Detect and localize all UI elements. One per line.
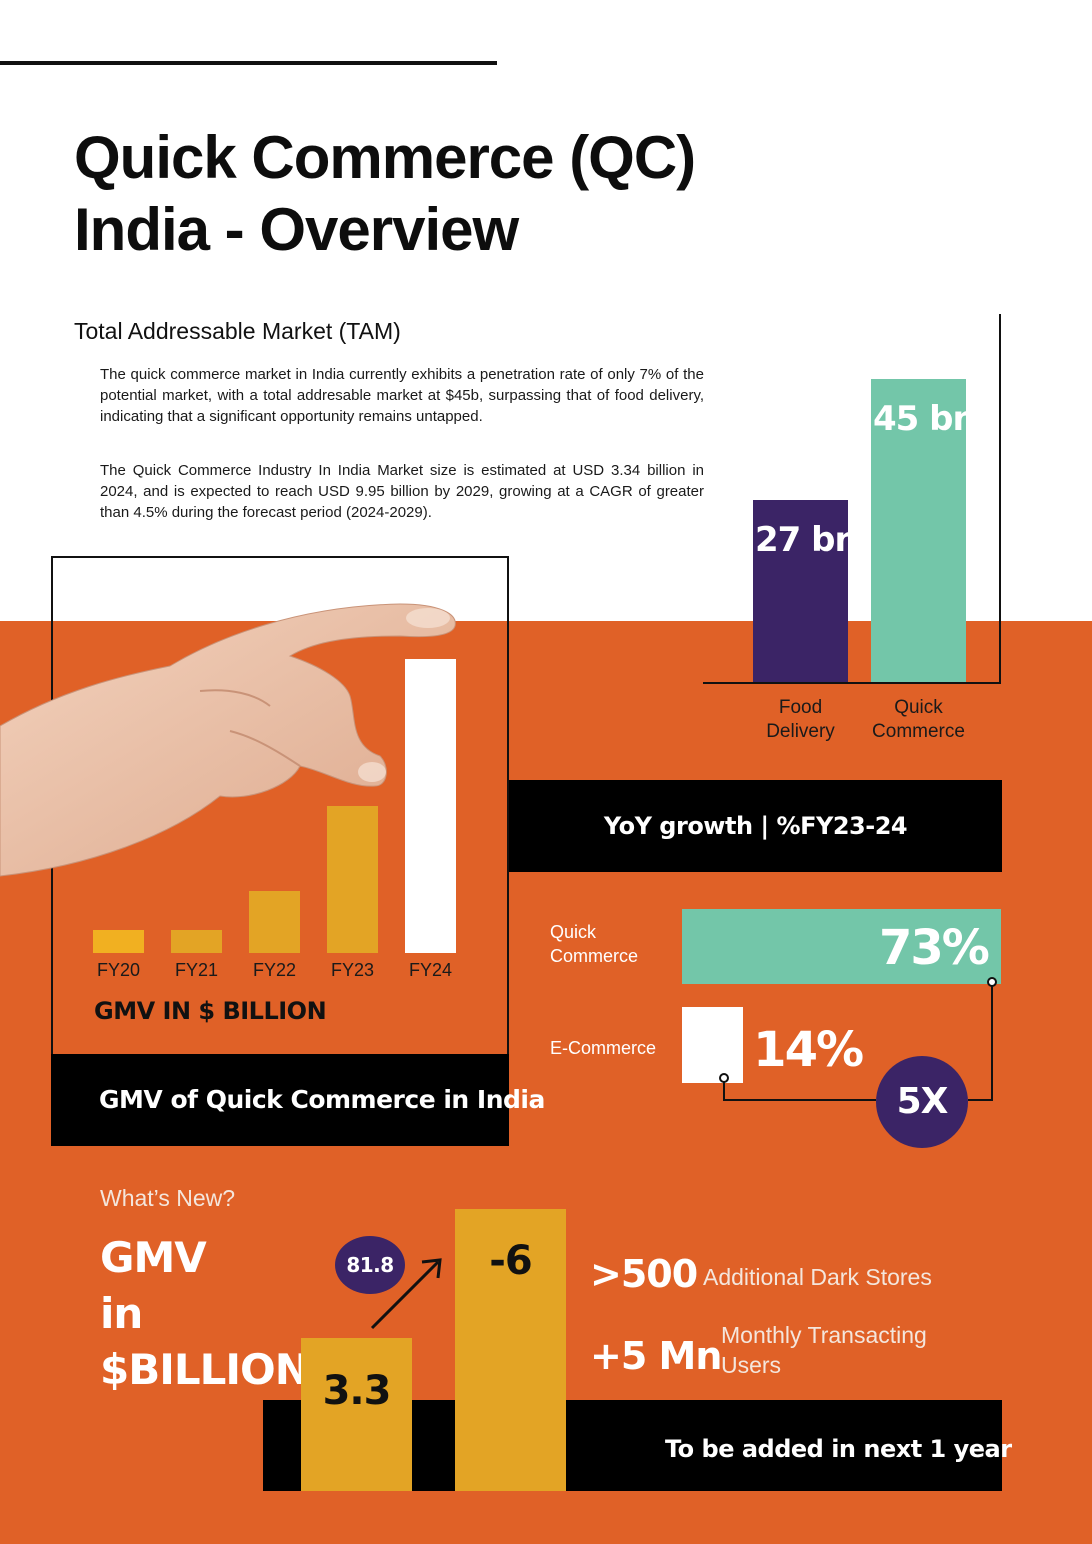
dark-stores-label: Additional Dark Stores — [703, 1264, 932, 1290]
page-title: Quick Commerce (QC) India - Overview — [74, 124, 696, 263]
multiplier-badge — [876, 1056, 968, 1148]
gmv-heading: GMV in $BILLION — [100, 1230, 310, 1398]
whats-new-bar-2-label: -6 — [489, 1238, 532, 1284]
gmv-tick-fy20: FY20 — [96, 960, 141, 980]
tam-heading: Total Addressable Market (TAM) — [74, 318, 401, 344]
tam-bar-1 — [753, 500, 848, 682]
transacting-users-label: Monthly Transacting Users — [721, 1322, 927, 1378]
yoy-category-2: E-Commerce — [550, 1038, 657, 1058]
top-divider — [0, 61, 497, 65]
gmv-bar-fy21 — [171, 929, 222, 953]
yoy-value-1: 73% — [879, 920, 990, 976]
multiplier-value: 5X — [896, 1081, 949, 1122]
yoy-bar-2 — [682, 1007, 744, 1083]
gmv-heading-line-1: GMV — [100, 1233, 207, 1282]
value-badge — [335, 1236, 405, 1294]
yoy-value-2: 14% — [753, 1022, 864, 1078]
tam-bar-2-label: USD 45 bn — [873, 347, 977, 440]
gmv-bar-fy24 — [405, 659, 456, 953]
yoy-bar-1 — [682, 909, 1001, 984]
gmv-bar-fy22 — [249, 891, 300, 953]
gmv-tick-fy21: FY21 — [174, 960, 219, 980]
tam-x-axis — [703, 682, 1001, 684]
hand-pinch-illustration — [0, 603, 456, 877]
whats-new-bar-1 — [301, 1338, 412, 1491]
bottom-banner-text: To be added in next 1 year — [665, 1435, 1012, 1463]
whats-new-bar-1-label: 3.3 — [322, 1368, 392, 1414]
tam-bar-2 — [871, 379, 966, 682]
gmv-footer-title: GMV of Quick Commerce in India — [99, 1085, 545, 1114]
tam-paragraph-2: The Quick Commerce Industry In India Mar… — [100, 462, 704, 521]
growth-arrow-icon — [370, 1258, 442, 1330]
yoy-category-1: Quick Commerce — [550, 922, 639, 966]
whats-new-bar-2 — [455, 1209, 566, 1491]
tam-category-2: Quick Commerce — [872, 697, 965, 742]
tam-category-1: Food Delivery — [766, 697, 835, 742]
gmv-footer-banner — [51, 1054, 509, 1146]
gmv-axis-title: GMV IN $ BILLION — [94, 997, 327, 1025]
value-badge-text: 81.8 — [346, 1253, 394, 1277]
tam-bar-1-label: USD 27 bn — [755, 468, 859, 561]
gmv-heading-line-3: $BILLION — [100, 1345, 310, 1394]
gmv-heading-line-2: in — [100, 1289, 143, 1338]
gmv-bar-fy20 — [93, 929, 144, 953]
gmv-tick-fy24: FY24 — [408, 960, 453, 980]
transacting-users-value: +5 Mn — [590, 1334, 722, 1378]
yoy-title: YoY growth | %FY23-24 — [603, 812, 908, 840]
tam-paragraph-1: The quick commerce market in India curre… — [100, 366, 704, 425]
whats-new-label: What’s New? — [100, 1185, 236, 1211]
yoy-banner — [509, 780, 1002, 872]
dark-stores-value: >500 — [590, 1252, 698, 1296]
gmv-tick-fy22: FY22 — [252, 960, 297, 980]
gmv-bar-fy23 — [327, 806, 378, 953]
tam-y-axis — [999, 314, 1001, 684]
gmv-tick-fy23: FY23 — [330, 960, 375, 980]
